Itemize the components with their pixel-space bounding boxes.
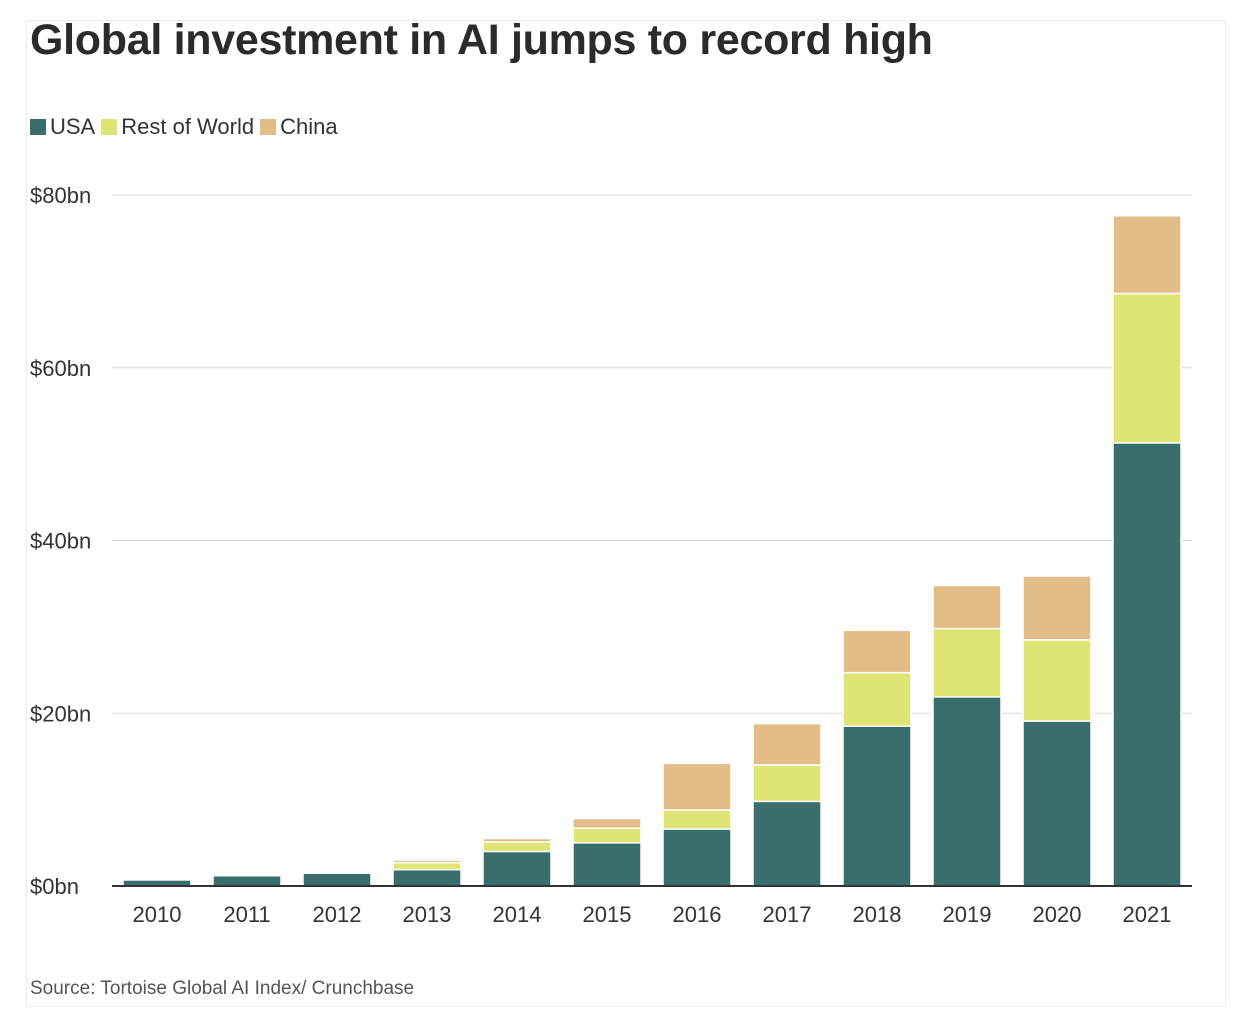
y-tick-label-0: $0bn (30, 874, 79, 899)
bar-china-2014 (482, 837, 552, 843)
bar-rest-of-world-2016 (662, 809, 732, 830)
chart-title: Global investment in AI jumps to record … (30, 16, 933, 64)
bar-usa-2015 (572, 842, 642, 887)
bar-china-2013 (392, 859, 462, 864)
x-tick-label-2016: 2016 (673, 902, 722, 927)
bar-rest-of-world-2013 (392, 861, 462, 871)
legend-item-rest-of-world: Rest of World (101, 114, 254, 140)
bar-china-2017 (752, 722, 822, 766)
legend-item-china: China (260, 114, 338, 140)
legend-label-china: China (280, 114, 338, 139)
bar-china-2021 (1112, 214, 1182, 295)
x-tick-label-2018: 2018 (853, 902, 902, 927)
legend-swatch-usa (30, 119, 46, 135)
x-tick-label-2010: 2010 (133, 902, 182, 927)
bar-usa-2019 (932, 696, 1002, 887)
legend-swatch-china (260, 119, 277, 135)
bar-rest-of-world-2021 (1112, 292, 1182, 444)
x-tick-label-2014: 2014 (493, 902, 542, 927)
bar-usa-2012 (302, 872, 372, 887)
x-tick-label-2019: 2019 (943, 902, 992, 927)
y-tick-label-80: $80bn (30, 183, 91, 208)
bar-rest-of-world-2012 (302, 871, 372, 874)
bar-rest-of-world-2020 (1022, 639, 1092, 722)
bar-rest-of-world-2018 (842, 671, 912, 727)
legend-item-usa: USA (30, 114, 95, 140)
y-tick-label-60: $60bn (30, 356, 91, 381)
x-tick-label-2012: 2012 (313, 902, 362, 927)
bar-rest-of-world-2015 (572, 827, 642, 844)
bar-usa-2021 (1112, 442, 1182, 887)
bar-usa-2020 (1022, 720, 1092, 887)
bar-usa-2013 (392, 868, 462, 887)
bar-usa-2017 (752, 800, 822, 887)
bar-usa-2016 (662, 828, 732, 887)
y-tick-label-40: $40bn (30, 529, 91, 554)
bar-china-2015 (572, 817, 642, 829)
bar-rest-of-world-2017 (752, 764, 822, 803)
legend-label-rest-of-world: Rest of World (121, 114, 255, 139)
x-tick-label-2020: 2020 (1033, 902, 1082, 927)
bar-usa-2014 (482, 850, 552, 887)
bar-china-2016 (662, 762, 732, 811)
bar-china-2020 (1022, 575, 1092, 641)
x-tick-label-2017: 2017 (763, 902, 812, 927)
x-tick-label-2021: 2021 (1123, 902, 1172, 927)
bar-rest-of-world-2014 (482, 841, 552, 853)
bar-china-2019 (932, 584, 1002, 630)
bar-rest-of-world-2019 (932, 627, 1002, 698)
y-tick-label-20: $20bn (30, 701, 91, 726)
bar-usa-2018 (842, 725, 912, 887)
legend: USA Rest of World China (30, 114, 344, 140)
x-tick-label-2013: 2013 (403, 902, 452, 927)
source-note: Source: Tortoise Global AI Index/ Crunch… (30, 978, 415, 999)
x-tick-label-2015: 2015 (583, 902, 632, 927)
bar-usa-2011 (212, 874, 282, 887)
bar-rest-of-world-2011 (212, 874, 282, 877)
x-tick-label-2011: 2011 (223, 902, 270, 927)
legend-swatch-rest-of-world (101, 119, 118, 135)
bar-china-2018 (842, 629, 912, 674)
legend-label-usa: USA (50, 114, 96, 139)
